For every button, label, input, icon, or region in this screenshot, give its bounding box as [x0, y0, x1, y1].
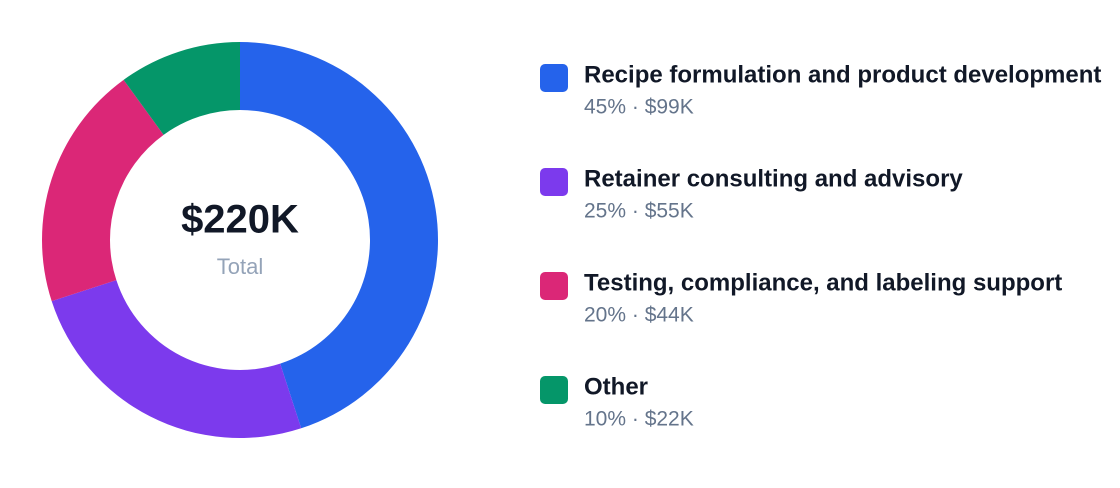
legend-label: Recipe formulation and product developme…	[584, 61, 1101, 88]
value-label: 25% · $55K	[584, 200, 694, 223]
legend-label: Other	[584, 373, 648, 400]
value-label: 10% · $22K	[584, 408, 694, 431]
value-label: 20% · $44K	[584, 304, 694, 327]
legend-swatch	[540, 272, 568, 300]
legend-swatch	[540, 168, 568, 196]
legend-swatch	[540, 64, 568, 92]
legend-label: Retainer consulting and advisory	[584, 165, 963, 192]
center-value: $220K	[181, 198, 299, 242]
legend-swatch	[540, 376, 568, 404]
slice	[123, 42, 240, 135]
legend-label: Testing, compliance, and labeling suppor…	[584, 269, 1062, 296]
slice	[51, 280, 302, 438]
value-label: 45% · $99K	[584, 96, 694, 119]
center-label: Total	[217, 254, 263, 279]
slice	[41, 79, 164, 302]
slice	[240, 42, 438, 429]
